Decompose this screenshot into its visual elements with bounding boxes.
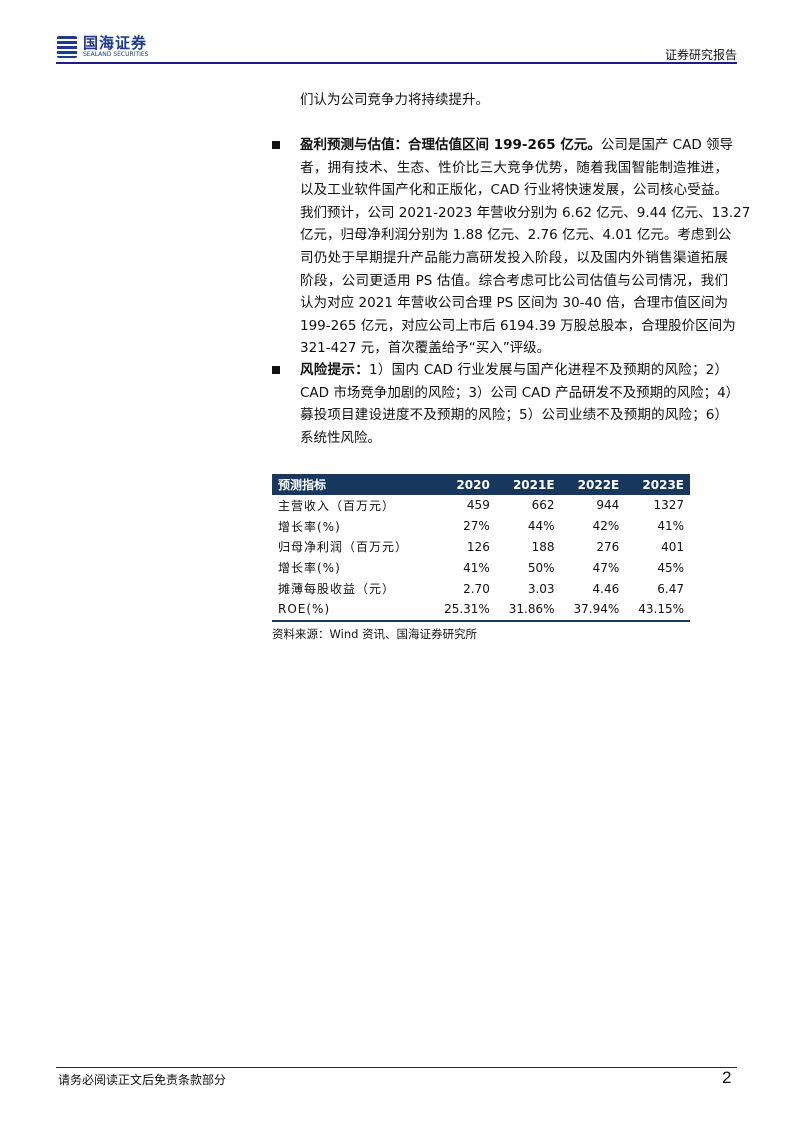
table-cell: 归母净利润（百万元） xyxy=(278,540,409,555)
column-header: 2022E xyxy=(560,474,626,495)
table-cell: 摊薄每股收益（元） xyxy=(278,582,396,597)
footer-divider xyxy=(56,1067,737,1068)
table-cell: 42% xyxy=(592,519,620,534)
paragraph-lead: 盈利预测与估值：合理估值区间 199-265 亿元。 xyxy=(300,137,601,153)
paragraph-line: 199-265 亿元，对应公司上市后 6194.39 万股总股本，合理股价区间为 xyxy=(300,317,736,334)
table-cell: 4.46 xyxy=(592,581,620,596)
table-row: ROE(%) 25.31% 31.86% 37.94% 43.15% xyxy=(272,598,690,622)
paragraph-line: 认为对应 2021 年营收公司合理 PS 区间为 30-40 倍，合理市值区间为 xyxy=(300,295,728,312)
column-header: 2023E xyxy=(625,474,690,495)
paragraph-line: 司仍处于早期提升产品能力高研发投入阶段，以及国内外销售渠道拓展 xyxy=(300,249,728,266)
table-cell: 2.70 xyxy=(463,581,490,596)
table-cell: 增长率(%) xyxy=(278,519,341,534)
paragraph-line: 阶段，公司更适用 PS 估值。综合考虑可比公司估值与公司情况，我们 xyxy=(300,272,728,289)
paragraph-line: 盈利预测与估值：合理估值区间 199-265 亿元。公司是国产 CAD 领导 xyxy=(300,134,733,157)
table-cell: 41% xyxy=(657,519,684,534)
table-row: 主营收入（百万元） 459 662 944 1327 xyxy=(272,495,690,516)
logo-cn: 国海证券 xyxy=(83,34,148,52)
logo-icon xyxy=(57,36,77,58)
forecast-table: 预测指标 2020 2021E 2022E 2023E 主营收入（百万元） 459 662 9… xyxy=(272,474,690,622)
column-header: 2021E xyxy=(495,474,561,495)
table-row: 归母净利润（百万元） 126 188 276 401 xyxy=(272,537,690,558)
paragraph-line: 321-427 元，首次覆盖给予“买入”评级。 xyxy=(300,340,551,357)
bullet-icon xyxy=(272,141,280,149)
table-cell: 37.94% xyxy=(560,598,626,622)
intro-line: 们认为公司竞争力将持续提升。 xyxy=(300,92,489,108)
logo-en: SEALAND SECURITIES xyxy=(83,51,149,58)
table-cell: 944 xyxy=(596,498,620,513)
paragraph-line: 以及工业软件国产化和正版化，CAD 行业将快速发展，公司核心受益。 xyxy=(300,182,728,199)
paragraph-line: CAD 市场竞争加剧的风险；3）公司 CAD 产品研发不及预期的风险；4） xyxy=(300,384,740,401)
paragraph-line: 募投项目建设进度不及预期的风险；5）公司业绩不及预期的风险；6） xyxy=(300,407,728,424)
table-source: 资料来源：Wind 资讯、国海证券研究所 xyxy=(272,627,478,641)
paragraph-line: 亿元，归母净利润分别为 1.88 亿元、2.76 亿元、4.01 亿元。考虑到公 xyxy=(300,227,732,244)
line-text: 公司是国产 CAD 领导 xyxy=(600,137,734,153)
page-number: 2 xyxy=(722,1068,732,1087)
risk-paragraph: 风险提示：1）国内 CAD 行业发展与国产化进程不及预期的风险；2） CAD 市场… xyxy=(300,359,740,449)
table-cell: 增长率(%) xyxy=(278,561,341,576)
table-cell: 3.03 xyxy=(527,581,555,596)
table-cell: 41% xyxy=(463,560,490,575)
table-cell: 188 xyxy=(531,539,555,554)
paragraph-lead: 风险提示： xyxy=(300,362,369,378)
table-cell: 126 xyxy=(466,539,490,554)
bullet-icon xyxy=(272,366,280,374)
valuation-paragraph: 盈利预测与估值：合理估值区间 199-265 亿元。公司是国产 CAD 领导者，… xyxy=(300,134,751,360)
paragraph-line: 风险提示：1）国内 CAD 行业发展与国产化进程不及预期的风险；2） xyxy=(300,359,728,382)
header-divider xyxy=(56,62,737,64)
table-cell: 662 xyxy=(531,498,555,513)
paragraph-line: 系统性风险。 xyxy=(300,429,381,446)
table-cell: 25.31% xyxy=(431,598,496,622)
paragraph-line: 者，拥有技术、生态、性价比三大竞争优势，随着我国智能制造推进， xyxy=(300,159,728,176)
company-logo: 国海证券 SEALAND SECURITIES xyxy=(57,35,148,59)
table-cell: 主营收入（百万元） xyxy=(278,498,396,513)
table-cell: 31.86% xyxy=(495,598,561,622)
table-row: 摊薄每股收益（元） 2.70 3.03 4.46 6.47 xyxy=(272,578,690,599)
table-cell: 50% xyxy=(527,560,555,575)
paragraph-line: 我们预计，公司 2021-2023 年营收分别为 6.62 亿元、9.44 亿元… xyxy=(300,204,751,221)
table-cell: 43.15% xyxy=(625,598,690,622)
table-cell: 45% xyxy=(657,560,684,575)
table-cell: 1327 xyxy=(653,498,684,513)
table-cell: 27% xyxy=(463,519,490,534)
table-cell: 401 xyxy=(661,539,684,554)
table-cell: 47% xyxy=(592,560,620,575)
column-header: 预测指标 xyxy=(272,474,432,495)
table-row: 增长率(%) 41% 50% 47% 45% xyxy=(272,557,690,578)
table-cell: 44% xyxy=(527,519,555,534)
report-type: 证券研究报告 xyxy=(664,48,737,62)
line-text: 1）国内 CAD 行业发展与国产化进程不及预期的风险；2） xyxy=(369,362,728,378)
table-cell: 276 xyxy=(596,539,620,554)
table-row: 增长率(%) 27% 44% 42% 41% xyxy=(272,516,690,537)
table-cell: 459 xyxy=(466,498,490,513)
table-cell: ROE(%) xyxy=(272,598,432,622)
table-cell: 6.47 xyxy=(657,581,684,596)
column-header: 2020 xyxy=(431,474,496,495)
footer-disclaimer: 请务必阅读正文后免责条款部分 xyxy=(58,1073,227,1087)
